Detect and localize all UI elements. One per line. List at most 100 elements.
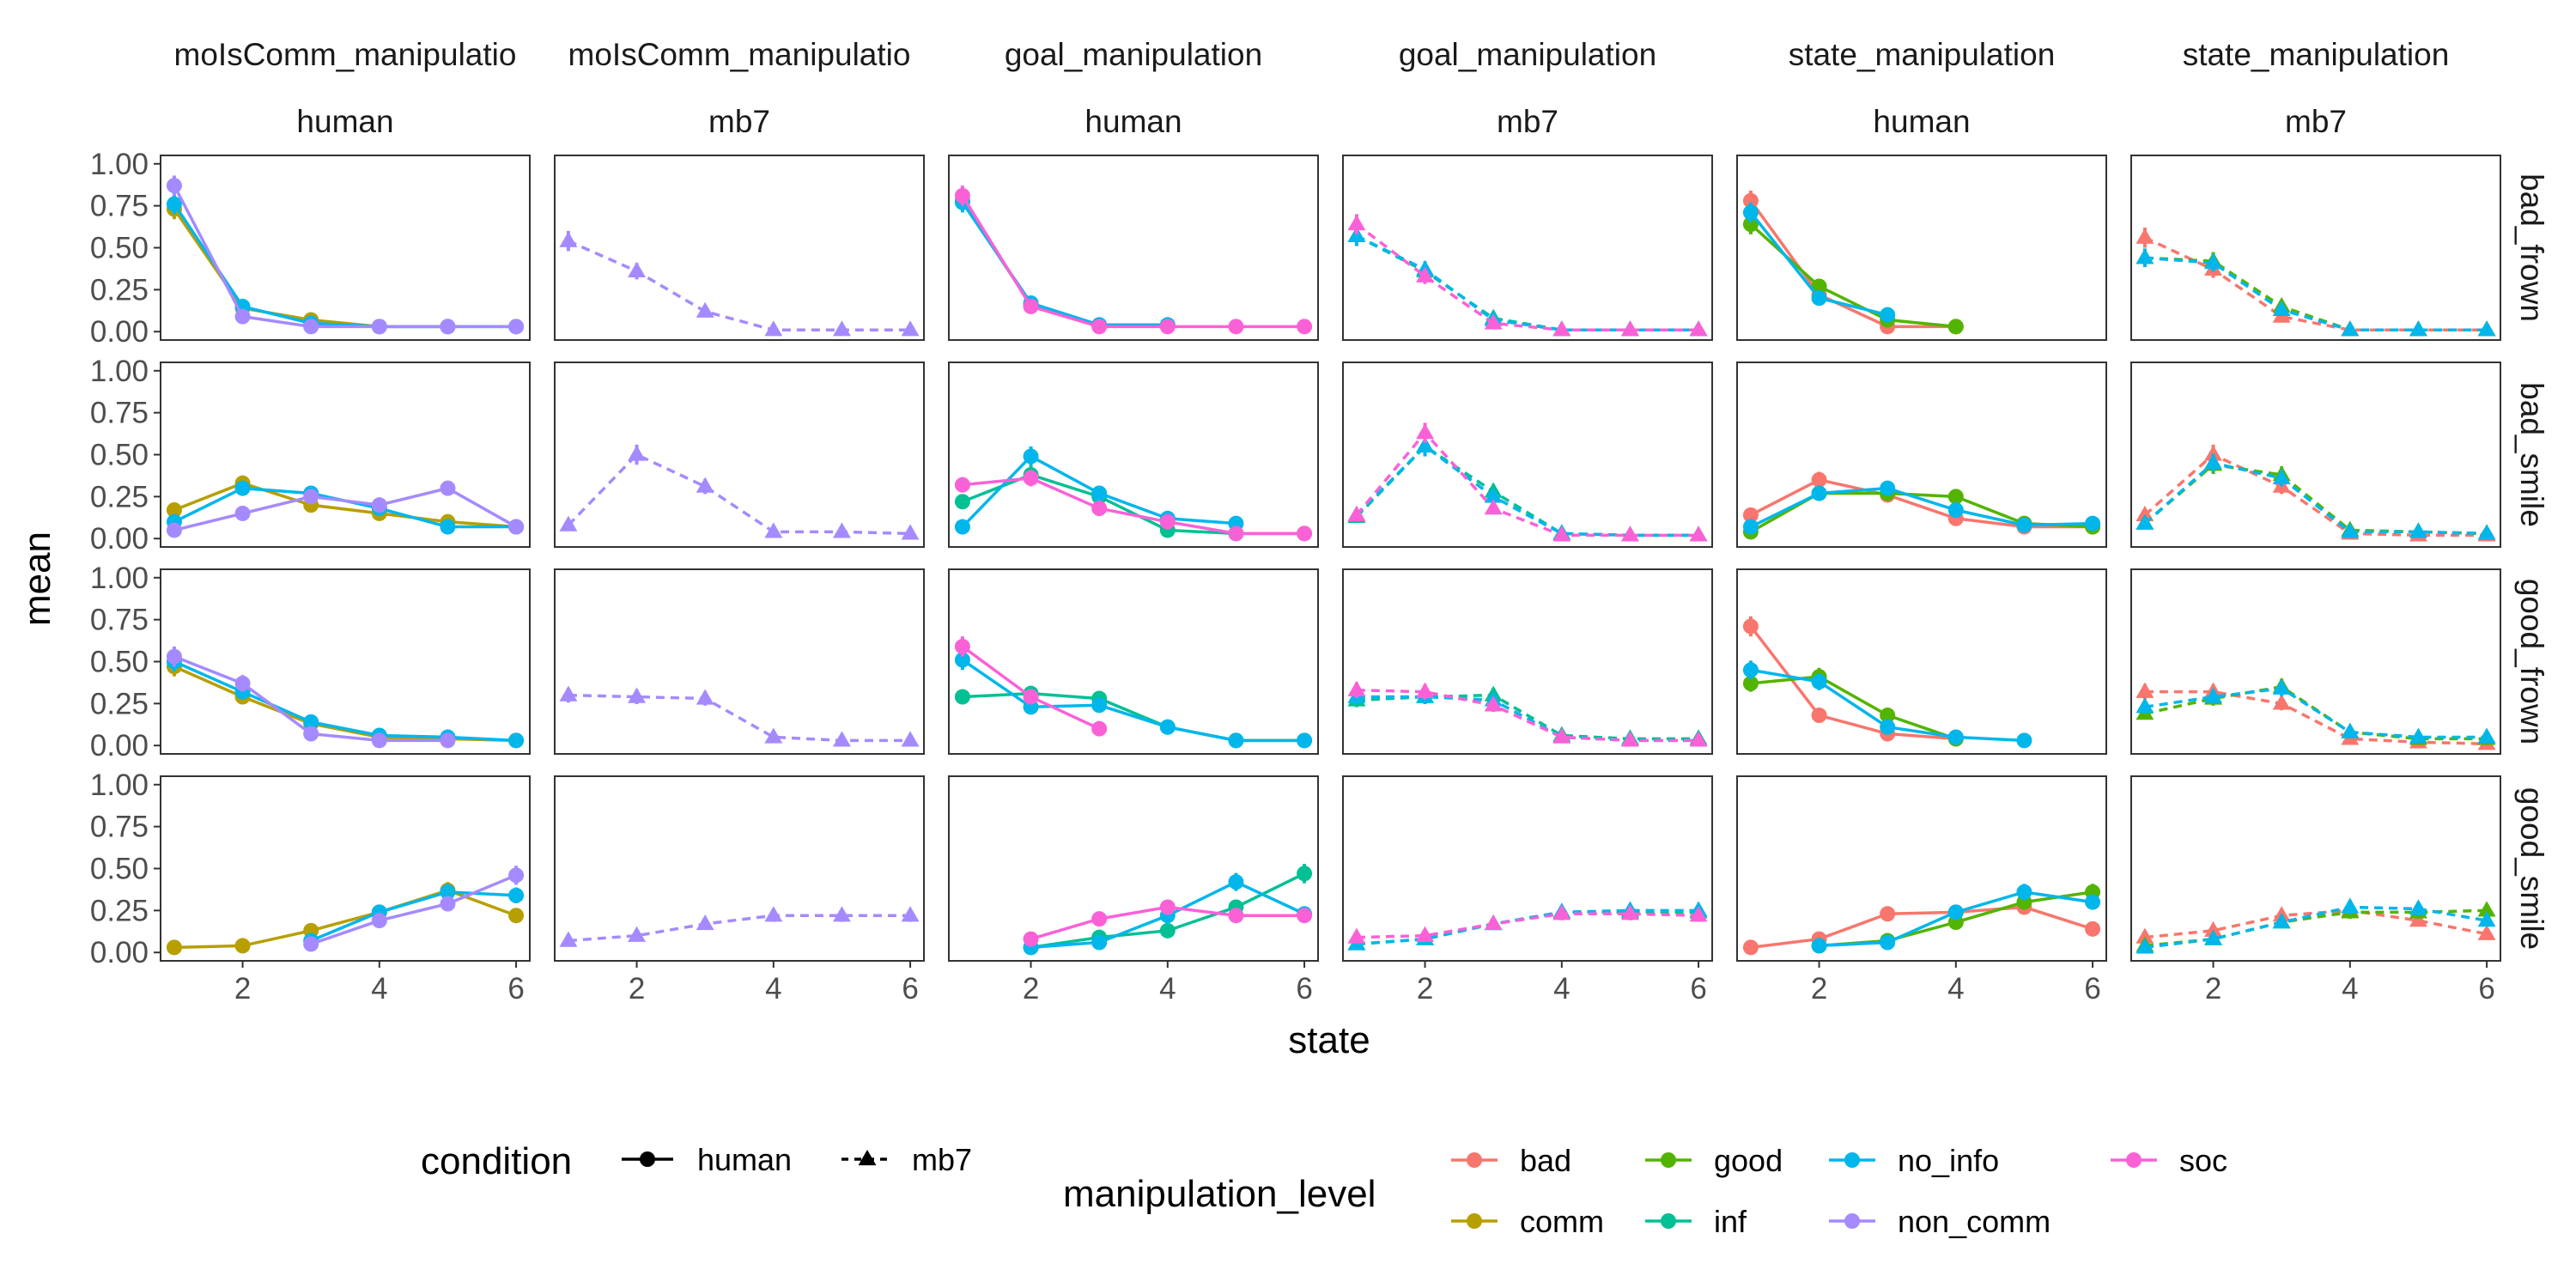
- data-point-non_comm: [166, 648, 182, 665]
- data-point-non_comm: [559, 515, 578, 532]
- panel-frame: [1736, 361, 2107, 548]
- panel-frame: [2130, 568, 2501, 755]
- data-point-no_info: [2272, 468, 2291, 485]
- data-point-non_comm: [303, 489, 319, 505]
- x-tick-label: 2: [1023, 972, 1039, 1005]
- data-point-soc: [1297, 526, 1313, 542]
- panel-good_frown-0: [160, 568, 531, 755]
- data-point-soc: [1228, 908, 1244, 924]
- y-tick-label: 1.00: [90, 355, 149, 388]
- data-point-soc: [1416, 926, 1435, 942]
- data-point-soc: [1091, 319, 1108, 335]
- data-point-good: [1880, 708, 1896, 724]
- data-point-no_info: [1947, 729, 1964, 745]
- legend-level-key-point: [1844, 1213, 1860, 1229]
- data-point-non_comm: [901, 906, 920, 922]
- data-point-bad: [2204, 445, 2223, 461]
- data-point-no_info: [234, 480, 251, 496]
- y-tick-label: 0.50: [90, 439, 149, 472]
- panel-bad_frown-2: [948, 155, 1319, 341]
- panel-frame: [554, 361, 925, 548]
- column-strip-sublabel: mb7: [1497, 104, 1558, 139]
- data-point-bad: [1742, 618, 1759, 635]
- y-tick-label: 0.75: [90, 811, 149, 844]
- x-tick-label: 4: [1947, 972, 1964, 1005]
- y-tick-label: 0.50: [90, 646, 149, 679]
- data-point-soc: [1023, 689, 1039, 705]
- x-tick-label: 6: [2478, 972, 2494, 1005]
- series-non_comm: [559, 685, 920, 747]
- series-line-no_info: [173, 659, 517, 743]
- panel-frame: [554, 155, 925, 341]
- data-point-good: [1742, 675, 1759, 691]
- data-point-soc: [1484, 696, 1503, 712]
- data-point-comm: [508, 908, 525, 924]
- series-line-soc: [1356, 688, 1699, 743]
- data-point-no_info: [1091, 697, 1108, 714]
- row-strip-label: bad_smile: [2514, 382, 2549, 527]
- data-point-no_info: [2085, 894, 2101, 910]
- data-point-no_info: [2016, 884, 2032, 900]
- data-point-non_comm: [440, 732, 456, 749]
- data-point-non_comm: [764, 522, 783, 538]
- panel-bad_smile-4: [1736, 361, 2107, 548]
- data-point-bad: [1811, 471, 1827, 488]
- data-point-non_comm: [166, 522, 182, 538]
- panel-good_smile-5: [2130, 775, 2501, 962]
- data-point-soc: [1484, 499, 1503, 515]
- series-non_comm: [559, 906, 920, 947]
- data-point-soc: [1347, 680, 1366, 696]
- data-point-non_comm: [901, 320, 920, 337]
- panel-bad_smile-3: [1342, 361, 1713, 548]
- x-tick-label: 2: [234, 972, 251, 1005]
- data-point-non_comm: [559, 685, 578, 702]
- data-point-non_comm: [901, 524, 920, 540]
- legend-level-label: non_comm: [1898, 1204, 2050, 1239]
- data-point-soc: [1552, 727, 1571, 744]
- data-point-non_comm: [371, 913, 387, 929]
- data-point-no_info: [1228, 732, 1244, 749]
- panel-frame: [1736, 155, 2107, 341]
- data-point-non_comm: [832, 522, 851, 538]
- legend-condition-key-circle: [640, 1151, 655, 1167]
- panel-good_frown-4: [1736, 568, 2107, 755]
- data-point-no_info: [2341, 722, 2360, 738]
- series-soc: [954, 470, 1313, 542]
- data-point-soc: [1416, 423, 1435, 440]
- data-point-soc: [1552, 526, 1571, 542]
- data-point-bad: [2272, 694, 2291, 710]
- data-point-no_info: [2409, 522, 2427, 538]
- data-point-soc: [1689, 320, 1708, 337]
- data-point-non_comm: [901, 731, 920, 747]
- series-no_info: [2136, 678, 2496, 744]
- data-point-good: [2477, 901, 2496, 917]
- series-line-no_info: [961, 659, 1305, 743]
- data-point-no_info: [1811, 938, 1827, 954]
- column-strip-sublabel: human: [1084, 104, 1182, 139]
- series-line-no_info: [310, 890, 517, 943]
- y-tick-label: 0.50: [90, 232, 149, 265]
- y-tick-label: 0.00: [90, 936, 149, 969]
- data-point-bad: [2136, 682, 2154, 698]
- panel-bad_frown-3: [1342, 155, 1713, 341]
- data-point-soc: [1689, 906, 1708, 922]
- panel-frame: [1342, 775, 1713, 962]
- series-line-no_info: [1355, 444, 1699, 538]
- data-point-no_info: [440, 884, 456, 900]
- data-point-non_comm: [696, 477, 714, 493]
- panel-frame: [948, 155, 1319, 341]
- panel-good_smile-3: [1342, 775, 1713, 962]
- panel-good_smile-2: [948, 775, 1319, 962]
- panel-frame: [1736, 775, 2107, 962]
- y-tick-label: 0.25: [90, 687, 149, 720]
- x-tick-label: 4: [1553, 972, 1570, 1005]
- data-point-non_comm: [628, 445, 647, 461]
- series-line-soc: [962, 477, 1305, 536]
- series-non_comm: [559, 230, 920, 337]
- data-point-non_comm: [559, 931, 578, 947]
- data-point-soc: [1297, 319, 1313, 335]
- series-soc: [1347, 214, 1708, 337]
- data-point-non_comm: [508, 519, 525, 535]
- column-strip-label: state_manipulation: [2183, 37, 2450, 72]
